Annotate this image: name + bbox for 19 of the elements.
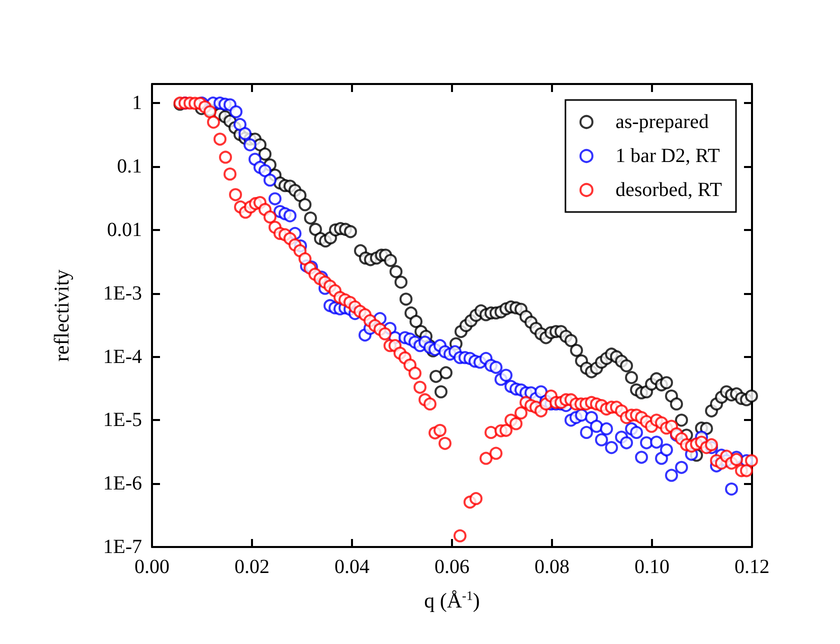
x-tick-label: 0.12 — [734, 556, 770, 578]
y-tick-label: 0.01 — [107, 218, 142, 241]
legend-label: desorbed, RT — [615, 179, 722, 201]
y-tick-label: 1 — [132, 92, 142, 114]
y-tick-label: 1E-5 — [103, 409, 142, 432]
x-tick-label: 0.08 — [534, 556, 570, 578]
x-tick-label: 0.10 — [634, 556, 670, 578]
x-tick-label: 0.04 — [334, 556, 370, 578]
legend-label: 1 bar D2, RT — [615, 145, 720, 167]
x-tick-label: 0.06 — [434, 556, 470, 578]
y-tick-label: 0.1 — [117, 156, 142, 178]
x-tick-label: 0.02 — [234, 556, 270, 578]
y-tick-label: 1E-7 — [103, 536, 142, 558]
y-tick-label: 1E-4 — [103, 346, 142, 368]
y-tick-label: 1E-6 — [103, 472, 142, 495]
x-tick-label: 0.00 — [134, 556, 170, 578]
y-tick-label: 1E-3 — [103, 282, 142, 304]
legend-label: as-prepared — [615, 111, 709, 133]
y-axis-title: reflectivity — [50, 268, 74, 362]
